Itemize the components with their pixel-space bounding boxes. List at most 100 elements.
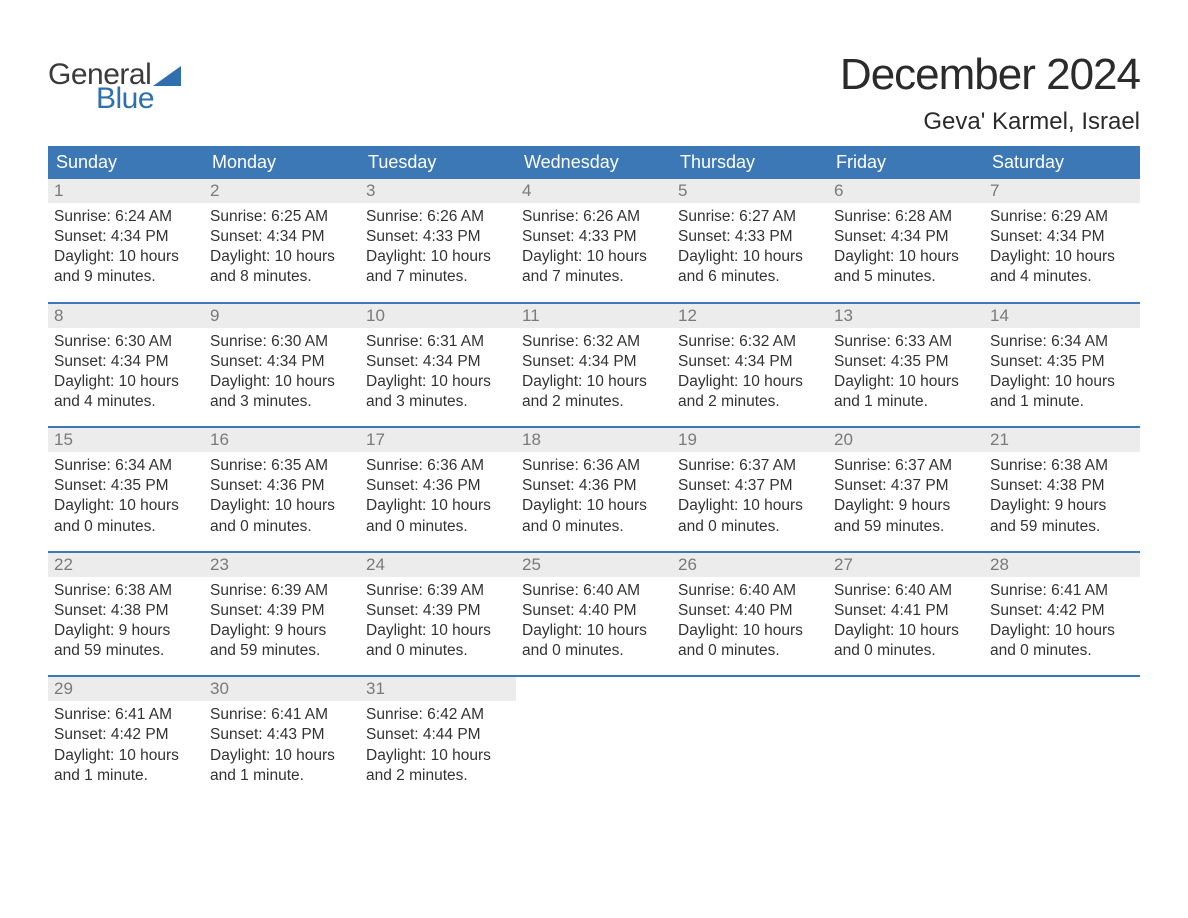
sunset-text: Sunset: 4:35 PM bbox=[990, 352, 1134, 372]
day-details: Sunrise: 6:39 AMSunset: 4:39 PMDaylight:… bbox=[204, 577, 360, 662]
calendar-day: 14Sunrise: 6:34 AMSunset: 4:35 PMDayligh… bbox=[984, 304, 1140, 427]
calendar-day: 16Sunrise: 6:35 AMSunset: 4:36 PMDayligh… bbox=[204, 428, 360, 551]
daylight-text: and 1 minute. bbox=[210, 766, 354, 786]
daylight-text: and 0 minutes. bbox=[834, 641, 978, 661]
daylight-text: Daylight: 10 hours bbox=[678, 372, 822, 392]
day-details: Sunrise: 6:28 AMSunset: 4:34 PMDaylight:… bbox=[828, 203, 984, 288]
day-details: Sunrise: 6:39 AMSunset: 4:39 PMDaylight:… bbox=[360, 577, 516, 662]
day-details: Sunrise: 6:32 AMSunset: 4:34 PMDaylight:… bbox=[516, 328, 672, 413]
sunset-text: Sunset: 4:36 PM bbox=[366, 476, 510, 496]
sunset-text: Sunset: 4:40 PM bbox=[678, 601, 822, 621]
sunrise-text: Sunrise: 6:30 AM bbox=[210, 332, 354, 352]
day-number: 16 bbox=[204, 428, 360, 452]
calendar-week: 22Sunrise: 6:38 AMSunset: 4:38 PMDayligh… bbox=[48, 551, 1140, 676]
calendar-day: 12Sunrise: 6:32 AMSunset: 4:34 PMDayligh… bbox=[672, 304, 828, 427]
daylight-text: and 0 minutes. bbox=[990, 641, 1134, 661]
day-number: 24 bbox=[360, 553, 516, 577]
sunset-text: Sunset: 4:33 PM bbox=[678, 227, 822, 247]
daylight-text: Daylight: 10 hours bbox=[366, 247, 510, 267]
day-details: Sunrise: 6:30 AMSunset: 4:34 PMDaylight:… bbox=[48, 328, 204, 413]
sunset-text: Sunset: 4:34 PM bbox=[522, 352, 666, 372]
daylight-text: Daylight: 10 hours bbox=[210, 247, 354, 267]
sunrise-text: Sunrise: 6:40 AM bbox=[678, 581, 822, 601]
sunrise-text: Sunrise: 6:31 AM bbox=[366, 332, 510, 352]
day-number: 17 bbox=[360, 428, 516, 452]
day-details: Sunrise: 6:37 AMSunset: 4:37 PMDaylight:… bbox=[672, 452, 828, 537]
sunrise-text: Sunrise: 6:39 AM bbox=[366, 581, 510, 601]
sunset-text: Sunset: 4:34 PM bbox=[366, 352, 510, 372]
calendar-day: 29Sunrise: 6:41 AMSunset: 4:42 PMDayligh… bbox=[48, 677, 204, 800]
sunset-text: Sunset: 4:33 PM bbox=[366, 227, 510, 247]
daylight-text: and 59 minutes. bbox=[990, 517, 1134, 537]
day-number: 27 bbox=[828, 553, 984, 577]
day-number: 20 bbox=[828, 428, 984, 452]
sunrise-text: Sunrise: 6:37 AM bbox=[678, 456, 822, 476]
day-details: Sunrise: 6:37 AMSunset: 4:37 PMDaylight:… bbox=[828, 452, 984, 537]
sunrise-text: Sunrise: 6:41 AM bbox=[210, 705, 354, 725]
header: General Blue December 2024 Geva' Karmel,… bbox=[48, 50, 1140, 136]
daylight-text: Daylight: 10 hours bbox=[522, 372, 666, 392]
day-details: Sunrise: 6:26 AMSunset: 4:33 PMDaylight:… bbox=[360, 203, 516, 288]
daylight-text: and 7 minutes. bbox=[366, 267, 510, 287]
day-details: Sunrise: 6:30 AMSunset: 4:34 PMDaylight:… bbox=[204, 328, 360, 413]
calendar-day: 21Sunrise: 6:38 AMSunset: 4:38 PMDayligh… bbox=[984, 428, 1140, 551]
daylight-text: Daylight: 10 hours bbox=[990, 372, 1134, 392]
daylight-text: Daylight: 10 hours bbox=[54, 247, 198, 267]
day-details: Sunrise: 6:35 AMSunset: 4:36 PMDaylight:… bbox=[204, 452, 360, 537]
sunrise-text: Sunrise: 6:27 AM bbox=[678, 207, 822, 227]
daylight-text: and 9 minutes. bbox=[54, 267, 198, 287]
calendar-day: 18Sunrise: 6:36 AMSunset: 4:36 PMDayligh… bbox=[516, 428, 672, 551]
calendar-day: 28Sunrise: 6:41 AMSunset: 4:42 PMDayligh… bbox=[984, 553, 1140, 676]
calendar-day: 9Sunrise: 6:30 AMSunset: 4:34 PMDaylight… bbox=[204, 304, 360, 427]
day-number: 29 bbox=[48, 677, 204, 701]
daylight-text: and 7 minutes. bbox=[522, 267, 666, 287]
day-number: 15 bbox=[48, 428, 204, 452]
day-number: 10 bbox=[360, 304, 516, 328]
logo-blue-text: Blue bbox=[96, 84, 181, 114]
sunrise-text: Sunrise: 6:32 AM bbox=[522, 332, 666, 352]
daylight-text: and 0 minutes. bbox=[54, 517, 198, 537]
daylight-text: and 59 minutes. bbox=[834, 517, 978, 537]
day-details: Sunrise: 6:40 AMSunset: 4:40 PMDaylight:… bbox=[672, 577, 828, 662]
sunrise-text: Sunrise: 6:28 AM bbox=[834, 207, 978, 227]
daylight-text: and 8 minutes. bbox=[210, 267, 354, 287]
calendar-day: 3Sunrise: 6:26 AMSunset: 4:33 PMDaylight… bbox=[360, 179, 516, 302]
sunset-text: Sunset: 4:34 PM bbox=[834, 227, 978, 247]
calendar-day bbox=[984, 677, 1140, 800]
sunset-text: Sunset: 4:34 PM bbox=[54, 352, 198, 372]
daylight-text: and 0 minutes. bbox=[678, 517, 822, 537]
sunset-text: Sunset: 4:34 PM bbox=[990, 227, 1134, 247]
calendar-day: 24Sunrise: 6:39 AMSunset: 4:39 PMDayligh… bbox=[360, 553, 516, 676]
calendar-day: 26Sunrise: 6:40 AMSunset: 4:40 PMDayligh… bbox=[672, 553, 828, 676]
sunrise-text: Sunrise: 6:36 AM bbox=[522, 456, 666, 476]
day-details: Sunrise: 6:27 AMSunset: 4:33 PMDaylight:… bbox=[672, 203, 828, 288]
weekday-header: Sunday bbox=[48, 146, 204, 179]
calendar-day: 13Sunrise: 6:33 AMSunset: 4:35 PMDayligh… bbox=[828, 304, 984, 427]
calendar-week: 1Sunrise: 6:24 AMSunset: 4:34 PMDaylight… bbox=[48, 179, 1140, 302]
sunset-text: Sunset: 4:39 PM bbox=[366, 601, 510, 621]
sunrise-text: Sunrise: 6:39 AM bbox=[210, 581, 354, 601]
daylight-text: Daylight: 10 hours bbox=[366, 621, 510, 641]
day-details: Sunrise: 6:26 AMSunset: 4:33 PMDaylight:… bbox=[516, 203, 672, 288]
calendar-day: 11Sunrise: 6:32 AMSunset: 4:34 PMDayligh… bbox=[516, 304, 672, 427]
brand-logo: General Blue bbox=[48, 50, 181, 114]
sunset-text: Sunset: 4:44 PM bbox=[366, 725, 510, 745]
sunrise-text: Sunrise: 6:36 AM bbox=[366, 456, 510, 476]
calendar-day: 8Sunrise: 6:30 AMSunset: 4:34 PMDaylight… bbox=[48, 304, 204, 427]
sunset-text: Sunset: 4:42 PM bbox=[54, 725, 198, 745]
day-number: 5 bbox=[672, 179, 828, 203]
daylight-text: Daylight: 9 hours bbox=[990, 496, 1134, 516]
location-text: Geva' Karmel, Israel bbox=[840, 108, 1140, 136]
day-details: Sunrise: 6:33 AMSunset: 4:35 PMDaylight:… bbox=[828, 328, 984, 413]
daylight-text: and 4 minutes. bbox=[54, 392, 198, 412]
calendar-day: 2Sunrise: 6:25 AMSunset: 4:34 PMDaylight… bbox=[204, 179, 360, 302]
day-number: 28 bbox=[984, 553, 1140, 577]
day-number: 13 bbox=[828, 304, 984, 328]
day-number: 26 bbox=[672, 553, 828, 577]
sunrise-text: Sunrise: 6:33 AM bbox=[834, 332, 978, 352]
daylight-text: and 5 minutes. bbox=[834, 267, 978, 287]
calendar-day: 5Sunrise: 6:27 AMSunset: 4:33 PMDaylight… bbox=[672, 179, 828, 302]
daylight-text: Daylight: 10 hours bbox=[54, 496, 198, 516]
calendar-day: 6Sunrise: 6:28 AMSunset: 4:34 PMDaylight… bbox=[828, 179, 984, 302]
day-number: 31 bbox=[360, 677, 516, 701]
